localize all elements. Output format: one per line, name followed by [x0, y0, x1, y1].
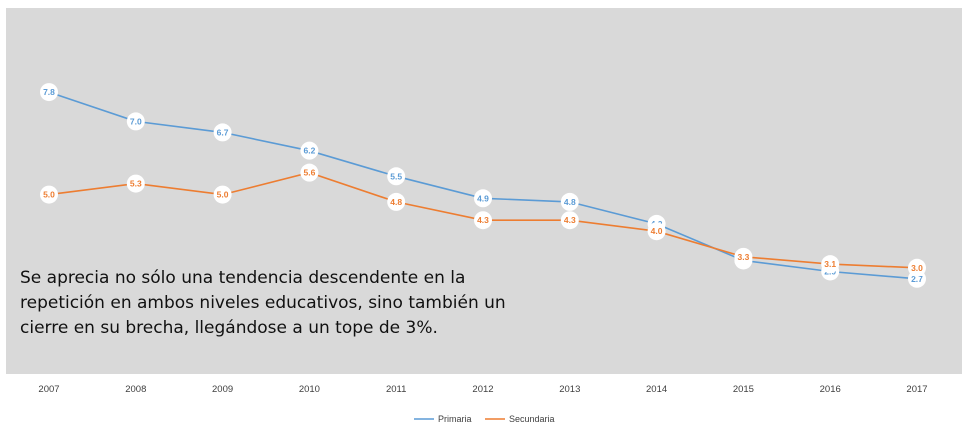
x-tick-label: 2012 [472, 384, 493, 395]
data-label-secundaria: 4.0 [651, 226, 663, 236]
data-point-secundaria [474, 211, 492, 230]
data-point-secundaria [647, 222, 666, 241]
data-point-primaria [213, 123, 232, 142]
x-tick-label: 2007 [38, 384, 59, 395]
data-label-primaria: 4.8 [564, 197, 576, 207]
chart-annotation: Se aprecia no sólo una tendencia descend… [20, 268, 506, 338]
data-point-secundaria [908, 258, 926, 277]
data-label-secundaria: 5.6 [303, 168, 315, 178]
data-label-primaria: 6.7 [217, 127, 229, 137]
data-label-primaria: 6.2 [303, 146, 315, 156]
data-point-secundaria [387, 192, 406, 211]
data-label-secundaria: 3.3 [737, 252, 749, 262]
data-label-primaria: 2.7 [911, 274, 923, 284]
data-label-secundaria: 5.0 [43, 190, 55, 200]
data-label-primaria: 7.0 [130, 116, 142, 126]
x-tick-label: 2015 [733, 384, 754, 395]
data-label-secundaria: 5.0 [217, 190, 229, 200]
data-point-primaria [560, 192, 579, 211]
data-label-primaria: 5.5 [390, 171, 402, 181]
data-point-secundaria [734, 247, 753, 266]
x-tick-label: 2016 [820, 384, 841, 395]
x-tick-label: 2014 [646, 384, 667, 395]
data-point-primaria [300, 141, 319, 160]
x-axis-labels: 2007 2008 2009 2010 2011 2012 2013 2014 2015 2016… [38, 384, 927, 395]
data-label-secundaria: 5.3 [130, 179, 142, 189]
data-point-primaria [126, 112, 145, 131]
data-point-secundaria [213, 185, 232, 204]
legend-label-secundaria: Secundaria [509, 414, 555, 424]
data-point-primaria [387, 167, 406, 186]
data-label-primaria: 7.8 [43, 87, 55, 97]
data-label-secundaria: 3.1 [824, 259, 836, 269]
data-point-primaria [474, 189, 492, 208]
data-label-secundaria: 4.3 [477, 215, 489, 225]
x-tick-label: 2013 [559, 384, 580, 395]
x-tick-label: 2009 [212, 384, 233, 395]
x-tick-label: 2017 [906, 384, 927, 395]
data-point-secundaria [300, 163, 319, 182]
legend-label-primaria: Primaria [438, 414, 472, 424]
data-label-secundaria: 4.3 [564, 215, 576, 225]
data-point-secundaria [560, 211, 579, 230]
data-markers: 7.87.06.76.25.54.94.84.23.22.92.75.05.35… [40, 83, 926, 288]
data-point-secundaria [821, 255, 840, 274]
data-point-secundaria [126, 174, 145, 193]
data-label-secundaria: 3.0 [911, 263, 923, 273]
data-label-secundaria: 4.8 [390, 197, 402, 207]
data-label-primaria: 4.9 [477, 193, 489, 203]
x-tick-label: 2008 [125, 384, 146, 395]
x-tick-label: 2011 [386, 384, 406, 395]
legend: Primaria Secundaria [414, 414, 555, 424]
x-tick-label: 2010 [299, 384, 320, 395]
data-point-secundaria [40, 185, 58, 204]
data-point-primaria [40, 83, 58, 102]
